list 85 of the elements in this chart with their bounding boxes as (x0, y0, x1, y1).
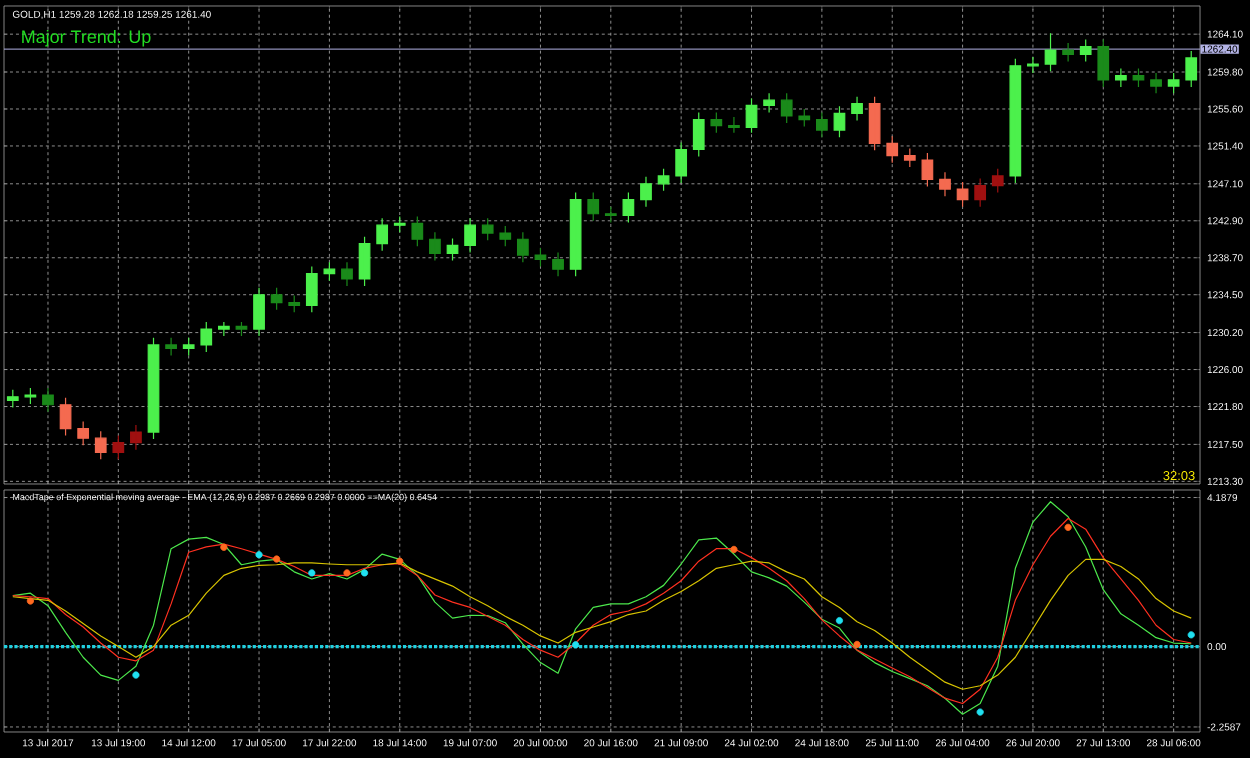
candlestick (253, 287, 265, 337)
candlestick (728, 116, 740, 134)
candlestick (77, 420, 90, 446)
candlestick (552, 251, 564, 277)
candlestick (991, 168, 1004, 194)
candlestick (59, 397, 72, 437)
candlestick (903, 147, 916, 168)
candlestick (1115, 67, 1127, 88)
point (273, 555, 281, 563)
candlestick (780, 92, 793, 124)
candlestick (130, 424, 142, 451)
candlestick (341, 261, 353, 287)
candlestick (323, 261, 336, 282)
point (1064, 523, 1072, 531)
point (835, 617, 844, 625)
candlestick (1097, 38, 1110, 88)
candlestick (516, 231, 529, 263)
point (255, 551, 263, 559)
candlestick (921, 152, 934, 188)
candlestick (833, 105, 846, 138)
candlestick (24, 387, 37, 405)
candlestick (235, 321, 248, 337)
candlestick (1079, 38, 1092, 63)
candlestick (112, 434, 125, 460)
candlestick (939, 171, 951, 197)
candlestick (1132, 67, 1145, 88)
candlestick (1185, 50, 1198, 88)
candlestick (604, 206, 617, 224)
candlestick (446, 237, 459, 261)
point (308, 569, 316, 577)
point (220, 543, 228, 551)
candlestick (675, 141, 688, 184)
candlestick (886, 135, 899, 164)
candlestick (763, 92, 775, 114)
candlestick (217, 321, 230, 337)
candlestick (464, 217, 476, 254)
candlestick (6, 389, 19, 409)
candlestick (200, 321, 213, 353)
candlestick (710, 111, 723, 134)
point (1187, 631, 1195, 639)
candlestick (956, 181, 969, 208)
candlestick (640, 176, 652, 208)
candlestick (411, 215, 424, 247)
candlestick (481, 217, 494, 241)
candlestick (974, 177, 987, 208)
candlestick (499, 225, 512, 247)
point (132, 671, 140, 679)
candlestick (816, 111, 828, 138)
candlestick (587, 192, 600, 222)
annotation: Major Trend: Up (22, 29, 151, 47)
point (976, 708, 984, 716)
candlestick (288, 295, 301, 313)
candlestick (94, 430, 107, 460)
candlestick (147, 337, 160, 440)
candlestick (182, 337, 195, 357)
point (26, 597, 34, 605)
candlestick (393, 215, 406, 233)
candlestick (1027, 56, 1039, 74)
point (360, 569, 369, 577)
candlestick (692, 111, 705, 158)
candlestick (1009, 58, 1022, 184)
candlestick (376, 217, 389, 252)
candlestick (851, 96, 863, 122)
point (343, 569, 351, 577)
candlestick (165, 337, 177, 357)
candlestick (1062, 42, 1074, 63)
candlestick (42, 387, 54, 413)
candlestick (569, 192, 582, 277)
point (730, 545, 738, 554)
candlestick (622, 192, 635, 224)
candlestick (358, 236, 371, 287)
candlestick (1150, 72, 1162, 94)
candlestick (1167, 72, 1180, 94)
candlestick (868, 96, 881, 151)
candlestick (534, 247, 547, 268)
point (396, 557, 404, 565)
candlestick (798, 108, 811, 128)
candlestick (305, 265, 318, 313)
candlestick (270, 287, 283, 311)
candlestick (1044, 32, 1057, 72)
candlestick (429, 231, 441, 261)
point (572, 641, 580, 649)
candlestick (657, 168, 670, 192)
point (853, 640, 861, 649)
candlestick (745, 97, 758, 134)
